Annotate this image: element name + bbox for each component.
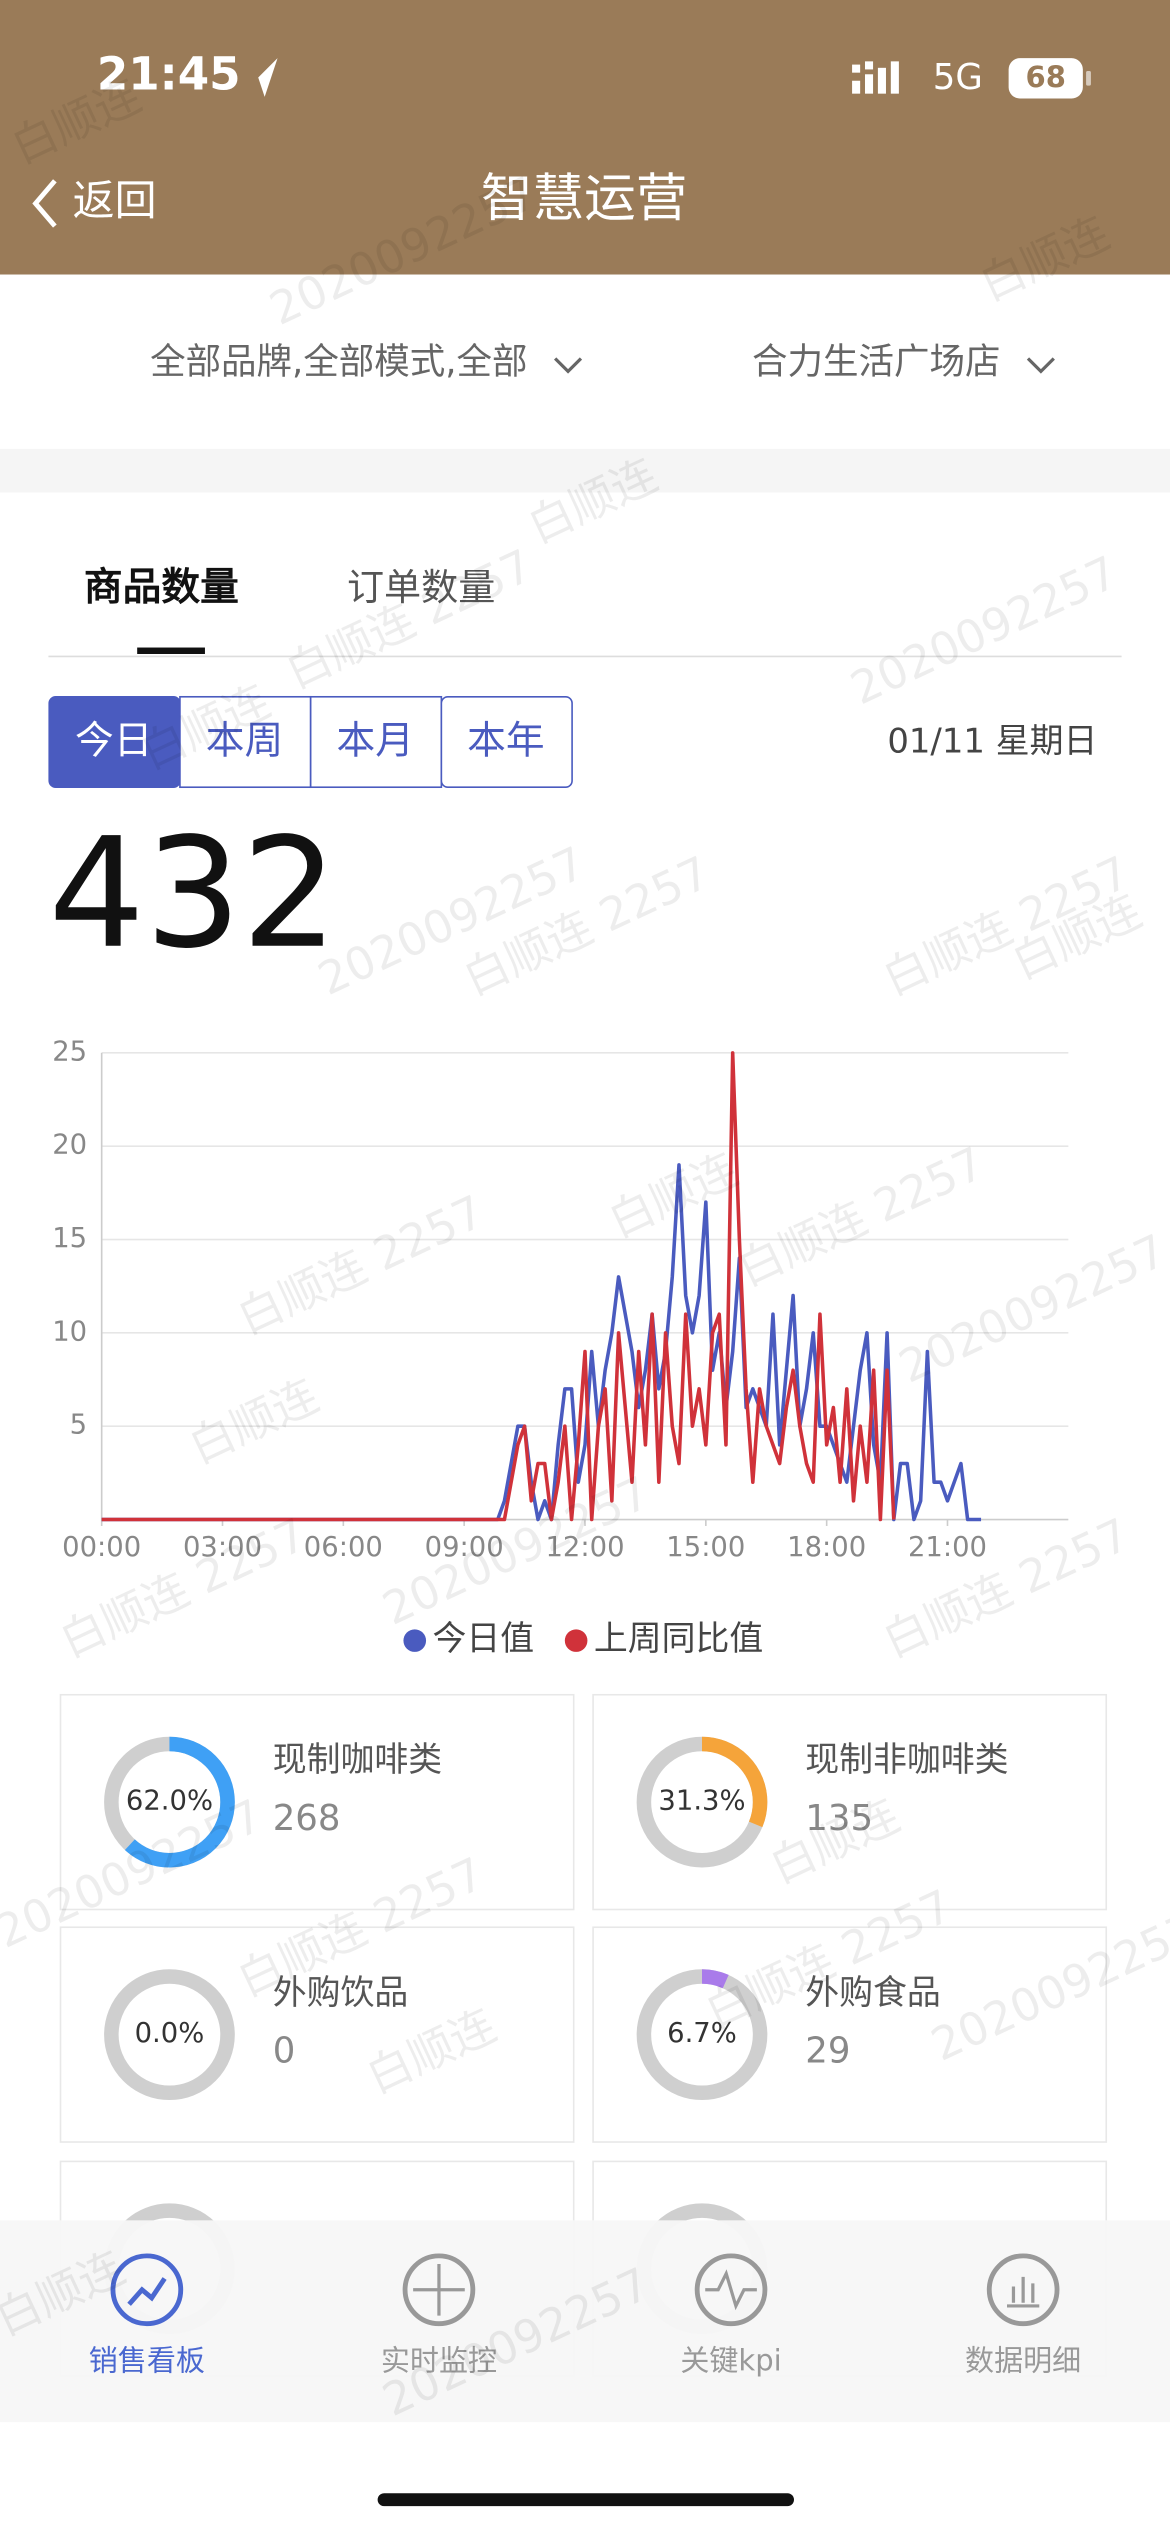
x-tick-label: 06:00	[304, 1532, 383, 1563]
period-selector: 今日 本周 本月 本年	[48, 695, 573, 789]
x-tick-label: 09:00	[425, 1532, 504, 1563]
ring-label: 0.0%	[135, 2018, 205, 2049]
nav-title: 智慧运营	[481, 169, 687, 229]
ring-track	[104, 1969, 235, 2101]
period-button[interactable]	[440, 695, 573, 789]
period-label[interactable]: 本年	[467, 718, 544, 763]
watermark: 2020092257	[310, 836, 593, 1006]
legend-dot	[564, 1629, 588, 1652]
tab-glyph	[1007, 2276, 1040, 2308]
watermark: 2020092257	[843, 546, 1126, 716]
date: 01/11 星期日	[887, 721, 1097, 760]
ring-label: 62.0%	[126, 1786, 213, 1817]
tab-glyph	[413, 2263, 465, 2316]
x-tick-label: 18:00	[787, 1532, 866, 1563]
ring-arc	[636, 1969, 768, 2101]
period-button[interactable]	[309, 695, 443, 789]
watermark: 白顺连 2257	[278, 539, 540, 699]
y-tick-label: 25	[52, 1036, 87, 1067]
card	[59, 1693, 575, 1911]
tab-icon[interactable]	[110, 2253, 184, 2327]
y-tick-label: 20	[52, 1130, 87, 1161]
series-line	[101, 1051, 896, 1522]
tab-underline	[137, 647, 205, 654]
y-tick-label: 10	[52, 1316, 87, 1347]
back-button[interactable]: 返回	[73, 176, 157, 225]
watermark: 白顺连 2257	[455, 846, 717, 1006]
card-name: 现制非咖啡类	[805, 1740, 1008, 1779]
watermark: 2020092257	[891, 1224, 1170, 1394]
tab-icon[interactable]	[402, 2253, 476, 2327]
y-tick-label: 15	[52, 1223, 87, 1254]
ring-label: 6.7%	[667, 2018, 737, 2049]
card-value: 29	[805, 2030, 850, 2071]
x-tick-label: 15:00	[666, 1532, 745, 1563]
watermark: 白顺连	[181, 1369, 326, 1474]
ring-arc	[636, 1736, 768, 1868]
tab-active[interactable]: 商品数量	[84, 565, 239, 610]
x-tick-label: 21:00	[908, 1532, 987, 1563]
period-label[interactable]: 本周	[206, 718, 283, 763]
chevron	[1026, 357, 1055, 374]
card	[592, 1693, 1108, 1911]
chevron	[554, 357, 583, 374]
period-label[interactable]: 今日	[75, 718, 152, 763]
tab-label[interactable]: 关键kpi	[680, 2343, 781, 2377]
x-tick-label: 03:00	[183, 1532, 262, 1563]
tab-label[interactable]: 实时监控	[381, 2343, 497, 2377]
card	[592, 1926, 1108, 2143]
signal-icon	[852, 61, 899, 94]
line-chart: 5 10 15 20 25 00:00 03:00 06:00 09:00 12:00 15:00 1…	[52, 1036, 1069, 1658]
x-tick-label: 12:00	[545, 1532, 624, 1563]
total: 432	[48, 805, 338, 982]
y-tick-label: 5	[70, 1410, 87, 1441]
card-name: 外购饮品	[273, 1973, 409, 2012]
period-label[interactable]: 本月	[336, 718, 413, 763]
status-time: 21:45	[97, 48, 241, 101]
period-button[interactable]	[179, 695, 312, 789]
watermark: 白顺连 2257	[730, 1136, 992, 1296]
filter-store[interactable]: 合力生活广场店	[752, 341, 1000, 382]
battery	[1008, 58, 1083, 99]
tab-icon[interactable]	[986, 2253, 1060, 2327]
card-value: 268	[273, 1798, 341, 1839]
tab[interactable]: 订单数量	[347, 566, 495, 609]
tab-glyph	[705, 2269, 757, 2311]
home-indicator	[377, 2493, 794, 2507]
card-value: 0	[273, 2030, 296, 2071]
tab-label[interactable]: 销售看板	[89, 2343, 205, 2377]
ring-label: 31.3%	[658, 1786, 745, 1817]
series-line	[101, 1163, 982, 1522]
legend-label: 今日值	[432, 1619, 534, 1658]
card	[59, 1926, 575, 2143]
gap	[0, 448, 1170, 493]
battery-tip	[1086, 71, 1091, 86]
card-name: 现制咖啡类	[273, 1740, 442, 1779]
battery-level: 68	[1026, 60, 1066, 94]
watermark: 白顺连 2257	[875, 846, 1137, 1006]
card-value: 135	[805, 1798, 873, 1839]
tabbar: 销售看板 实时监控 关键kpi 数据明细	[89, 2253, 1081, 2377]
watermark: 白顺连	[1004, 884, 1149, 989]
ring-arc	[104, 1736, 235, 1868]
card-name: 外购食品	[805, 1973, 941, 2012]
x-tick-label: 00:00	[62, 1532, 141, 1563]
legend-dot	[403, 1629, 427, 1652]
network: 5G	[933, 57, 983, 98]
header-bg	[0, 0, 1170, 275]
location-icon	[242, 58, 278, 97]
tab-icon[interactable]	[694, 2253, 768, 2327]
tabbar-bg	[0, 2220, 1170, 2423]
tab-label[interactable]: 数据明细	[965, 2343, 1081, 2377]
back-icon[interactable]	[32, 179, 57, 228]
watermark: 白顺连 2257	[229, 1185, 491, 1345]
legend-label: 上周同比值	[594, 1619, 763, 1658]
filter-brand[interactable]: 全部品牌,全部模式,全部	[150, 341, 527, 382]
tab-glyph	[127, 2277, 167, 2306]
